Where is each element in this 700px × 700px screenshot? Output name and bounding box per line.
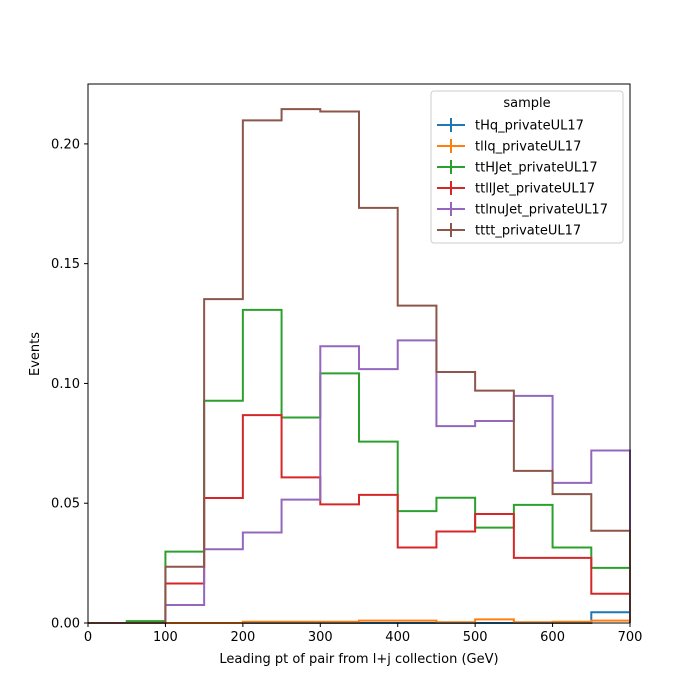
legend-label: ttHJet_privateUL17	[475, 161, 598, 176]
x-tick-label: 400	[385, 630, 410, 645]
y-axis-label: Events	[28, 332, 43, 376]
legend-entry-ttllJet_privateUL17: ttllJet_privateUL17	[437, 181, 595, 197]
series-line-ttlnuJet_privateUL17	[88, 339, 631, 624]
series-line-ttllJet_privateUL17	[88, 414, 631, 624]
legend-entry-ttHJet_privateUL17: ttHJet_privateUL17	[437, 160, 598, 176]
series-line-tttt_privateUL17	[88, 108, 631, 624]
x-tick-label: 600	[540, 630, 565, 645]
legend-entry-tllq_privateUL17: tllq_privateUL17	[437, 139, 581, 155]
y-tick-label: 0.00	[51, 617, 80, 632]
axes-layer	[87, 83, 631, 624]
legend-label: tllq_privateUL17	[475, 140, 581, 155]
legend-entry-ttlnuJet_privateUL17: ttlnuJet_privateUL17	[437, 202, 608, 218]
y-axis: 0.00 0.05 0.10 0.15 0.20	[51, 137, 88, 632]
legend-label: tttt_privateUL17	[475, 224, 581, 239]
legend: sample tHq_privateUL17 tllq_privateUL17tt…	[430, 90, 624, 244]
legend-label: tHq_privateUL17	[475, 119, 584, 134]
x-axis: 0 100 200 300 400 500 600 700	[84, 623, 643, 645]
legend-label: ttlnuJet_privateUL17	[475, 203, 608, 218]
legend-title: sample	[503, 96, 550, 111]
series-line-ttHJet_privateUL17	[88, 308, 631, 624]
series-line-tllq_privateUL17	[88, 618, 631, 624]
x-axis-label: Leading pt of pair from l+j collection (…	[219, 652, 498, 667]
x-tick-label: 0	[84, 630, 92, 645]
legend-box	[430, 90, 624, 244]
y-tick-label: 0.15	[51, 257, 80, 272]
legend-label: ttllJet_privateUL17	[475, 182, 595, 197]
x-tick-label: 500	[463, 630, 488, 645]
x-tick-label: 200	[230, 630, 255, 645]
legend-entry-tHq_privateUL17: tHq_privateUL17	[437, 118, 584, 134]
plot-frame	[87, 83, 631, 624]
y-tick-label: 0.05	[51, 497, 80, 512]
x-tick-label: 700	[618, 630, 643, 645]
x-tick-label: 300	[308, 630, 333, 645]
y-tick-label: 0.20	[51, 137, 80, 152]
x-tick-label: 100	[153, 630, 178, 645]
y-tick-label: 0.10	[51, 377, 80, 392]
legend-entry-tttt_privateUL17: tttt_privateUL17	[437, 223, 581, 239]
